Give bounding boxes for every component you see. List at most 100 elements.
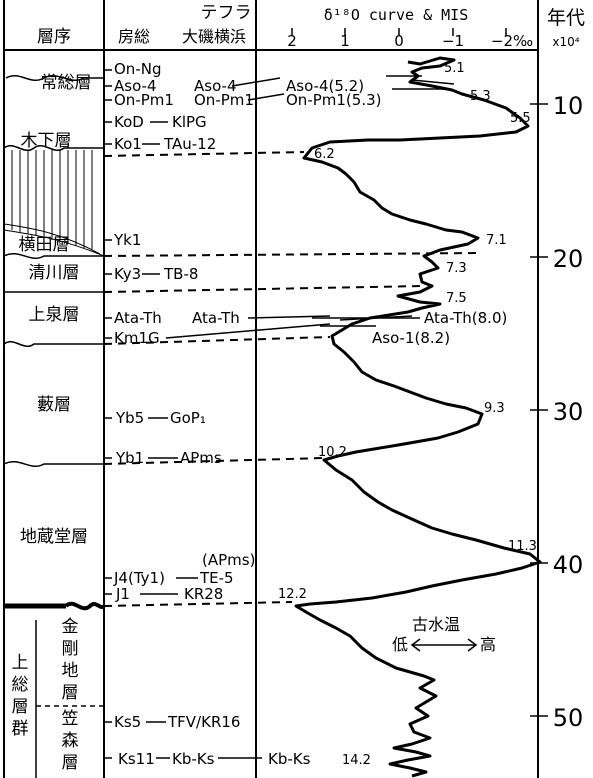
age-tick-label: 10	[553, 92, 584, 120]
age-axis: 10 20 30 40 50	[530, 92, 583, 732]
header-stratum: 層序	[37, 27, 71, 47]
tephra-connectors	[165, 75, 455, 759]
svg-text:総: 総	[12, 675, 29, 695]
header: 層序 テフラ 房総 大磯横浜 δ¹⁸O curve & MIS 年代 x10⁴	[37, 3, 585, 49]
header-age-unit: x10⁴	[552, 35, 579, 49]
curve-annotations: Aso-4(5.2) On-Pm1(5.3) Ata-Th(8.0) Aso-1…	[268, 77, 507, 768]
tephra-boso: Aso-4	[114, 77, 157, 95]
tephra-oiso: GoP₁	[170, 409, 206, 427]
tephra-boso: J4(Ty1)	[113, 569, 165, 587]
tephra-list: On-Ng Aso-4 Aso-4 On-Pm1 On-Pm1 KoD KlPG…	[104, 60, 255, 768]
age-tick-label: 20	[553, 245, 584, 273]
stratum-yabu: 藪層	[37, 395, 71, 415]
tephra-boso: Ata-Th	[114, 309, 162, 327]
label-aso1: Aso-1(8.2)	[372, 329, 450, 347]
label-aso4: Aso-4(5.2)	[286, 77, 364, 95]
top-tick-label: −2‰	[491, 32, 533, 50]
top-tick-label: 1	[340, 32, 350, 50]
svg-text:金: 金	[62, 617, 79, 637]
mis-label: 12.2	[278, 587, 307, 602]
tephra-oiso: On-Pm1	[194, 91, 254, 109]
tephra-oiso: TAu-12	[163, 135, 216, 153]
mis-label: 10.2	[318, 445, 347, 460]
unconformity-hatch	[3, 150, 105, 257]
svg-text:層: 層	[62, 683, 79, 703]
top-axis: 2 1 0 −1 −2‰	[287, 28, 533, 50]
header-curve-title: δ¹⁸O curve & MIS	[324, 6, 469, 24]
mis-label: 14.2	[342, 753, 371, 768]
paleotemp-high: 高	[480, 635, 496, 654]
mis-label: 6.2	[314, 147, 335, 162]
double-arrow-icon	[410, 638, 478, 652]
tephra-boso: On-Ng	[114, 60, 161, 78]
age-tick-label: 50	[553, 704, 584, 732]
tephra-oiso: APms	[180, 449, 222, 467]
svg-text:層: 層	[62, 753, 79, 773]
svg-text:笠: 笠	[62, 709, 79, 729]
tephra-oiso: Ata-Th	[192, 309, 240, 327]
tephra-boso: Yk1	[113, 231, 141, 249]
stratum-yokota: 横田層	[19, 235, 70, 255]
stratum-kazusa: 上 総 層 群	[12, 653, 29, 739]
mis-label: 9.3	[484, 401, 505, 416]
strata-column: 常総層 木下層 横田層 清川層 上泉層 藪層 地蔵堂層 上 総 層 群 金 剛 …	[3, 73, 106, 773]
stratum-kishita: 木下層	[21, 131, 72, 151]
mis-label: 7.1	[486, 233, 507, 248]
tephra-boso: KoD	[114, 113, 144, 131]
mis-label: 5.1	[444, 61, 465, 76]
tephra-boso: Ky3	[114, 265, 141, 283]
header-age-title: 年代	[547, 7, 585, 29]
tephra-oiso: TFV/KR16	[167, 713, 240, 731]
tephra-oiso: TE-5	[199, 569, 234, 587]
svg-text:群: 群	[12, 719, 29, 739]
tephra-boso: Yb5	[115, 409, 144, 427]
stratum-kamiizumi: 上泉層	[29, 305, 80, 325]
svg-text:剛: 剛	[62, 639, 79, 659]
label-kbks: Kb-Ks	[268, 750, 311, 768]
svg-text:地: 地	[62, 661, 79, 681]
paleotemp-low: 低	[392, 635, 408, 654]
label-onpm1: On-Pm1(5.3)	[286, 91, 382, 109]
label-atath: Ata-Th(8.0)	[424, 309, 507, 327]
d18o-curve	[294, 56, 542, 778]
tephra-boso: Ko1	[114, 135, 142, 153]
svg-text:上: 上	[12, 653, 29, 673]
stratum-kongochi: 金 剛 地 層	[62, 617, 79, 703]
tephra-boso: J1	[115, 585, 130, 603]
paleotemp-title: 古水温	[412, 615, 460, 634]
svg-text:層: 層	[12, 697, 29, 717]
stratum-kasamori: 笠 森 層	[62, 709, 79, 773]
header-tephra: テフラ	[201, 3, 252, 23]
tephra-boso: Ks11	[118, 750, 155, 768]
top-tick-label: −1	[442, 32, 464, 50]
mis-label: 5.5	[510, 111, 531, 126]
stratum-kiyokawa: 清川層	[29, 263, 80, 283]
tephra-row	[104, 69, 112, 759]
age-tick-label: 30	[553, 398, 584, 426]
mis-label: 7.3	[446, 261, 467, 276]
mis-labels: 5.1 5.3 5.5 6.2 7.1 7.3 7.5 9.3 10.2 11.…	[278, 61, 537, 768]
correlation-lines	[103, 151, 479, 607]
stratum-jizodo: 地蔵堂層	[20, 527, 88, 547]
stratum-joso: 常総層	[41, 73, 92, 93]
header-boso: 房総	[118, 27, 150, 46]
tephra-oiso: Aso-4	[194, 77, 237, 95]
paleotemp-indicator: 古水温 低 高	[392, 615, 496, 654]
tephra-boso: Yb1	[115, 449, 144, 467]
tephra-oiso: TB-8	[163, 265, 198, 283]
age-tick-label: 40	[553, 551, 584, 579]
mis-label: 7.5	[446, 291, 467, 306]
top-tick-label: 2	[287, 32, 297, 50]
svg-text:森: 森	[62, 731, 79, 751]
tephra-boso: On-Pm1	[114, 91, 174, 109]
tephra-oiso: KR28	[184, 585, 223, 603]
table-frame	[3, 0, 539, 778]
mis-label: 11.3	[508, 539, 537, 554]
tephra-boso: Ks5	[114, 713, 141, 731]
tephra-boso: Km1G	[114, 329, 160, 347]
tephra-oiso-note: (APms)	[202, 551, 255, 569]
tephra-oiso: KlPG	[172, 113, 207, 131]
header-oiso: 大磯横浜	[182, 27, 246, 46]
top-tick-label: 0	[394, 32, 404, 50]
